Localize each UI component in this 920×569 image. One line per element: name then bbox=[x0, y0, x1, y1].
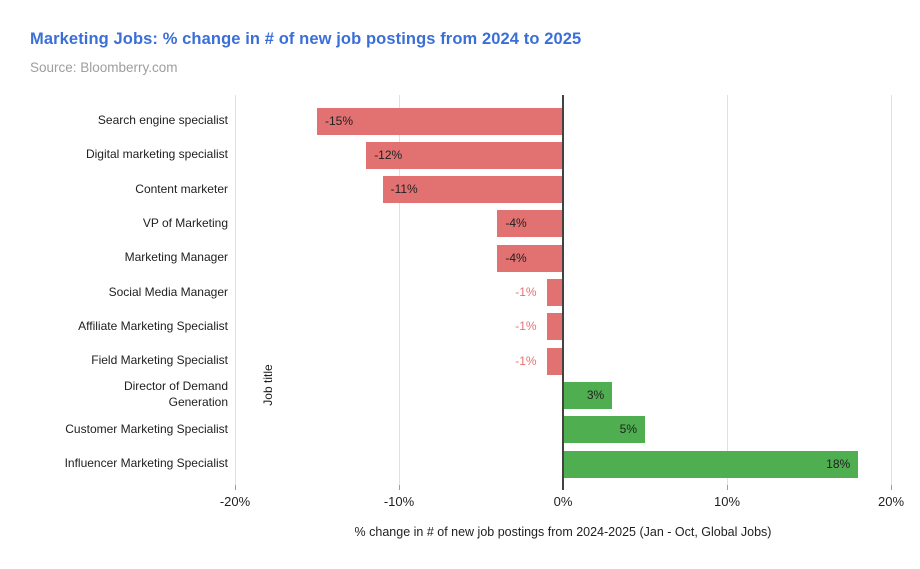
category-label: Affiliate Marketing Specialist bbox=[78, 318, 228, 333]
chart-source: Source: Bloomberry.com bbox=[30, 60, 178, 75]
bar-value-label: -1% bbox=[515, 285, 537, 299]
x-tick-label: 20% bbox=[877, 494, 905, 509]
x-tick-label: 10% bbox=[713, 494, 741, 509]
bar-value-label: -4% bbox=[505, 250, 527, 265]
tick-mark bbox=[562, 485, 564, 490]
bar-value-label: 18% bbox=[826, 456, 851, 471]
bar bbox=[546, 279, 563, 306]
zero-axis-line bbox=[562, 95, 564, 485]
x-axis-title: % change in # of new job postings from 2… bbox=[354, 525, 772, 539]
tick-mark bbox=[891, 485, 892, 490]
gridline bbox=[235, 95, 236, 485]
category-label: Marketing Manager bbox=[124, 250, 228, 265]
tick-mark bbox=[235, 485, 236, 490]
bar bbox=[382, 176, 563, 204]
bar bbox=[497, 244, 563, 272]
category-label: Content marketer bbox=[135, 181, 228, 196]
chart-title: Marketing Jobs: % change in # of new job… bbox=[30, 30, 582, 48]
x-tick-label: -10% bbox=[383, 494, 415, 509]
x-tick-label: 0% bbox=[553, 494, 573, 509]
bar-value-label: -1% bbox=[515, 319, 537, 334]
category-label: Search engine specialist bbox=[97, 113, 228, 127]
bar bbox=[563, 381, 613, 409]
tick-mark bbox=[399, 485, 400, 490]
category-label: Field Marketing Specialist bbox=[91, 353, 228, 368]
gridline bbox=[727, 95, 728, 485]
bar-value-label: -15% bbox=[325, 113, 354, 128]
y-axis-title: Job title bbox=[261, 364, 275, 406]
bar bbox=[317, 107, 563, 135]
category-label: Influencer Marketing Specialist bbox=[64, 456, 228, 470]
category-label: Digital marketing specialist bbox=[85, 147, 228, 162]
bar-value-label: -11% bbox=[390, 182, 418, 197]
bar-value-label: 5% bbox=[619, 422, 637, 437]
bar bbox=[497, 210, 563, 238]
category-label: Director of Demand Generation bbox=[123, 379, 228, 409]
bar bbox=[563, 450, 859, 478]
plot-area: Job title -15% -12% -11% -4% -4% -1% -1% -1% 3% 5… bbox=[65, 95, 904, 509]
tick-mark bbox=[727, 485, 728, 490]
bar bbox=[546, 313, 563, 341]
bar bbox=[366, 141, 563, 169]
category-label: Customer Marketing Specialist bbox=[65, 421, 228, 436]
gridline bbox=[891, 95, 892, 485]
x-tick-label: -20% bbox=[219, 494, 251, 509]
gridline bbox=[399, 95, 400, 485]
bar-value-label: -1% bbox=[515, 353, 537, 368]
category-label: Social Media Manager bbox=[108, 284, 228, 299]
bar-value-label: 3% bbox=[586, 387, 605, 402]
bar-value-label: -4% bbox=[505, 216, 527, 231]
bar bbox=[563, 416, 645, 444]
bar bbox=[546, 347, 563, 375]
category-label: VP of Marketing bbox=[142, 215, 228, 230]
bar-value-label: -12% bbox=[374, 147, 403, 162]
